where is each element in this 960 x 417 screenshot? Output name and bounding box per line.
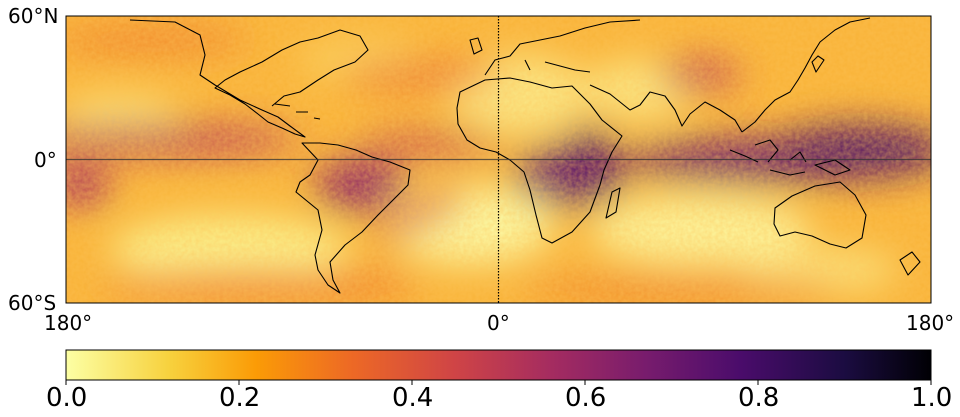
field-layer: [66, 16, 931, 303]
new-zealand-coast: [899, 251, 921, 276]
map-frame: [65, 15, 932, 304]
east-asia-coast: [741, 17, 871, 133]
colorbar-tick-label: 0.2: [219, 383, 261, 413]
coastlines: [129, 17, 921, 294]
lat-label-equator: 0°: [34, 148, 57, 172]
maritime-continent-islands: [729, 139, 851, 176]
colorbar-gradient: [65, 349, 932, 381]
lat-label-60s: 60°S: [8, 291, 57, 315]
colorbar-ticks: [65, 380, 932, 385]
australia-coast: [773, 181, 867, 249]
madagascar-coast: [605, 187, 621, 219]
europe-coast: [484, 19, 641, 76]
lon-label-east: 180°: [906, 311, 955, 335]
lon-label-west: 180°: [44, 311, 93, 335]
arabia-india-coast: [589, 84, 743, 133]
caribbean-islands: [274, 103, 321, 120]
lon-label-center: 0°: [487, 311, 510, 335]
colorbar-tick-label: 0.0: [46, 383, 88, 413]
british-isles-coast: [469, 37, 483, 55]
lat-label-60n: 60°N: [8, 4, 59, 28]
colorbar-tick-label: 0.4: [392, 383, 434, 413]
colorbar-tick-label: 0.6: [565, 383, 607, 413]
colorbar-tick-label: 1.0: [911, 383, 953, 413]
south-america-coast: [295, 142, 411, 294]
colorbar-tick-label: 0.8: [738, 383, 780, 413]
japan-coast: [811, 55, 825, 73]
north-america-coast: [129, 19, 369, 138]
africa-coast: [456, 77, 623, 244]
